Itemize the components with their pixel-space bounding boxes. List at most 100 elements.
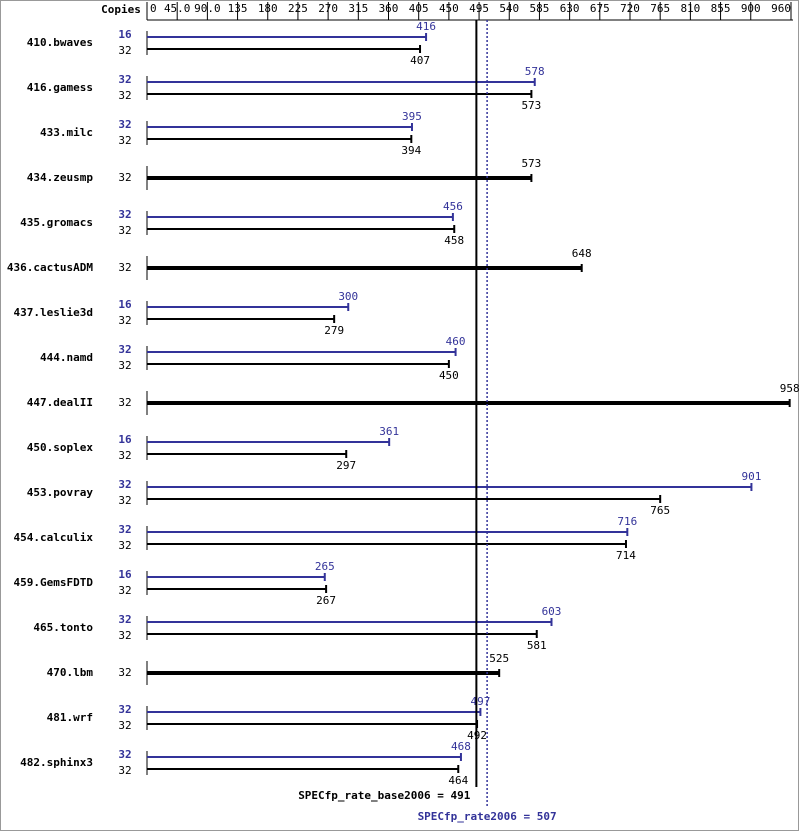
copies: 16: [118, 28, 132, 41]
value-label: 525: [489, 652, 509, 665]
copies: 32: [118, 396, 131, 409]
copies: 32: [118, 224, 131, 237]
category-label: 454.calculix: [14, 531, 94, 544]
x-tick-label: 270: [318, 2, 338, 15]
x-tick-label: 450: [439, 2, 459, 15]
copies: 32: [118, 523, 131, 536]
category-label: 435.gromacs: [20, 216, 93, 229]
copies: 32: [118, 359, 131, 372]
value-label: 648: [572, 247, 592, 260]
value-label: 279: [324, 324, 344, 337]
copies: 32: [118, 171, 131, 184]
copies-header: Copies: [101, 3, 141, 16]
copies: 32: [118, 764, 131, 777]
x-tick-label: 180: [258, 2, 278, 15]
copies: 32: [118, 539, 131, 552]
copies: 32: [118, 703, 131, 716]
x-tick-label: 630: [560, 2, 580, 15]
copies: 32: [118, 494, 131, 507]
x-tick-label: 90.0: [194, 2, 221, 15]
reference-label: SPECfp_rate2006 = 507: [418, 810, 557, 823]
x-tick-label: 45.0: [164, 2, 191, 15]
copies: 16: [118, 433, 132, 446]
copies: 32: [118, 584, 131, 597]
x-tick-label: 360: [379, 2, 399, 15]
value-label: 573: [521, 99, 541, 112]
value-label: 460: [446, 335, 466, 348]
value-label: 464: [448, 774, 468, 787]
copies: 16: [118, 298, 132, 311]
value-label: 603: [542, 605, 562, 618]
x-tick-label: 0: [150, 2, 157, 15]
value-label: 573: [521, 157, 541, 170]
value-label: 300: [338, 290, 358, 303]
value-label: 581: [527, 639, 547, 652]
copies: 32: [118, 666, 131, 679]
category-label: 470.lbm: [47, 666, 94, 679]
value-label: 297: [336, 459, 356, 472]
copies: 32: [118, 118, 131, 131]
x-tick-label: 405: [409, 2, 429, 15]
value-label: 716: [617, 515, 637, 528]
value-label: 458: [444, 234, 464, 247]
x-tick-label: 855: [711, 2, 731, 15]
value-label: 958: [780, 382, 799, 395]
copies: 32: [118, 748, 131, 761]
category-label: 434.zeusmp: [27, 171, 94, 184]
x-tick-label: 225: [288, 2, 308, 15]
x-tick-label: 900: [741, 2, 761, 15]
copies: 16: [118, 568, 132, 581]
category-label: 482.sphinx3: [20, 756, 93, 769]
value-label: 394: [401, 144, 421, 157]
x-tick-label: 810: [680, 2, 700, 15]
copies: 32: [118, 314, 131, 327]
copies: 32: [118, 719, 131, 732]
value-label: 265: [315, 560, 335, 573]
value-label: 267: [316, 594, 336, 607]
x-tick-label: 765: [650, 2, 670, 15]
copies: 32: [118, 73, 131, 86]
value-label: 416: [416, 20, 436, 33]
category-label: 453.povray: [27, 486, 94, 499]
value-label: 395: [402, 110, 422, 123]
x-tick-label: 675: [590, 2, 610, 15]
category-label: 481.wrf: [47, 711, 93, 724]
category-label: 444.namd: [40, 351, 93, 364]
copies: 32: [118, 261, 131, 274]
category-label: 465.tonto: [33, 621, 93, 634]
copies: 32: [118, 478, 131, 491]
x-tick-label: 135: [228, 2, 248, 15]
value-label: 901: [741, 470, 761, 483]
value-label: 765: [650, 504, 670, 517]
category-label: 433.milc: [40, 126, 93, 139]
value-label: 714: [616, 549, 636, 562]
copies: 32: [118, 44, 131, 57]
x-tick-label: 540: [499, 2, 519, 15]
category-label: 450.soplex: [27, 441, 94, 454]
value-label: 361: [379, 425, 399, 438]
x-tick-label: 960: [771, 2, 791, 15]
category-label: 459.GemsFDTD: [14, 576, 94, 589]
copies: 32: [118, 208, 131, 221]
value-label: 578: [525, 65, 545, 78]
copies: 32: [118, 134, 131, 147]
copies: 32: [118, 343, 131, 356]
x-tick-label: 315: [348, 2, 368, 15]
reference-label: SPECfp_rate_base2006 = 491: [298, 789, 471, 802]
value-label: 450: [439, 369, 459, 382]
category-label: 436.cactusADM: [7, 261, 93, 274]
x-tick-label: 720: [620, 2, 640, 15]
copies: 32: [118, 89, 131, 102]
copies: 32: [118, 629, 131, 642]
copies: 32: [118, 613, 131, 626]
value-label: 407: [410, 54, 430, 67]
category-label: 410.bwaves: [27, 36, 93, 49]
category-label: 416.gamess: [27, 81, 93, 94]
value-label: 468: [451, 740, 471, 753]
value-label: 456: [443, 200, 463, 213]
x-tick-label: 495: [469, 2, 489, 15]
copies: 32: [118, 449, 131, 462]
category-label: 447.dealII: [27, 396, 93, 409]
x-tick-label: 585: [530, 2, 550, 15]
